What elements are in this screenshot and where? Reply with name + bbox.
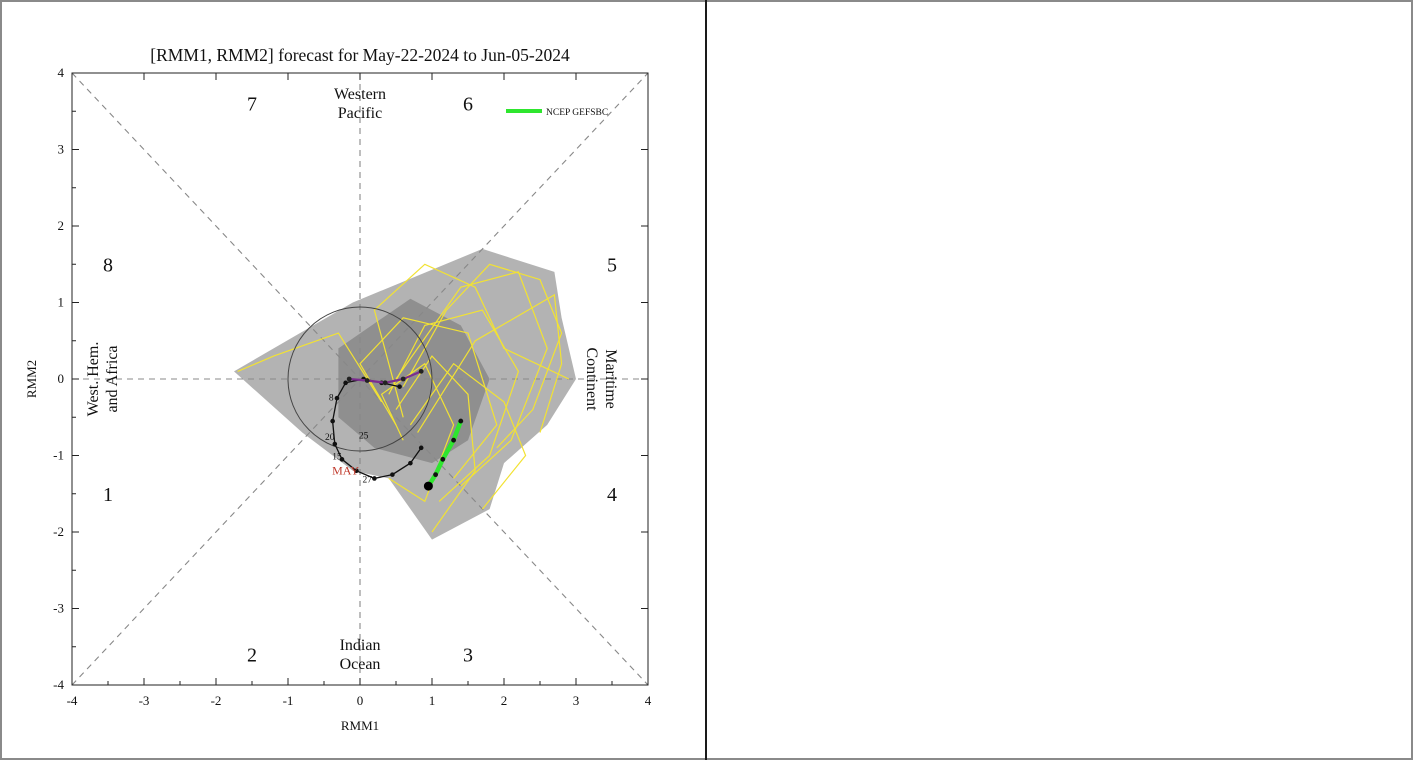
observed-point-11 bbox=[390, 472, 395, 477]
observed-point-7 bbox=[332, 441, 338, 447]
x-tick-label-5: 1 bbox=[429, 693, 436, 708]
observed-point-1 bbox=[397, 384, 402, 389]
empty-right-panel bbox=[707, 2, 1411, 758]
y-tick-label-4: 0 bbox=[58, 371, 65, 386]
ensemble-member-5 bbox=[395, 355, 476, 533]
forecast-mean-point-4 bbox=[364, 378, 370, 383]
date-label-1: 8 bbox=[329, 393, 334, 403]
y-tick-label-5: 1 bbox=[58, 295, 65, 310]
x-tick-label-8: 4 bbox=[645, 693, 652, 708]
y-tick-label-2: -2 bbox=[53, 524, 64, 539]
y-tick-label-3: -1 bbox=[53, 448, 64, 463]
x-tick-label-6: 2 bbox=[501, 693, 508, 708]
gefsbc-point-4 bbox=[433, 472, 438, 478]
y-axis-label: RMM2 bbox=[24, 360, 39, 398]
x-axis-label: RMM1 bbox=[341, 718, 379, 733]
date-label-4: 25 bbox=[359, 432, 369, 442]
phase-label-2: 2 bbox=[247, 644, 257, 666]
gefsbc-point-3 bbox=[440, 456, 446, 462]
y-tick-label-1: -3 bbox=[53, 601, 64, 616]
observed-point-4 bbox=[343, 380, 348, 386]
month-label-1: MAY bbox=[332, 464, 359, 478]
phase-label-6: 6 bbox=[463, 94, 473, 116]
x-tick-label-2: -2 bbox=[211, 693, 222, 708]
phase-label-3: 3 bbox=[463, 644, 473, 666]
phase-label-1: 1 bbox=[103, 484, 113, 506]
phase-label-5: 5 bbox=[607, 254, 617, 276]
forecast-mean-point-2 bbox=[400, 376, 406, 382]
ensemble-member-6 bbox=[373, 263, 570, 418]
x-tick-label-3: -1 bbox=[283, 693, 294, 708]
forecast-mean-point-5 bbox=[346, 376, 352, 382]
ensemble-member-7 bbox=[409, 362, 527, 510]
date-label-2: 15 bbox=[332, 452, 342, 462]
y-tick-label-6: 2 bbox=[58, 218, 65, 233]
panel-divider bbox=[705, 0, 707, 760]
region-top-line1: Western bbox=[334, 86, 386, 103]
y-tick-label-7: 3 bbox=[58, 142, 65, 157]
observed-point-13 bbox=[418, 445, 424, 451]
rmm-phase-diagram: [RMM1, RMM2] forecast for May-22-2024 to… bbox=[24, 45, 652, 733]
region-left-line2: and Africa bbox=[104, 345, 121, 412]
forecast-mean-point-1 bbox=[418, 368, 424, 374]
legend-label-gefsbc: NCEP GEFSBC bbox=[546, 108, 608, 118]
y-tick-label-0: -4 bbox=[53, 677, 64, 692]
forecast-mean-point-3 bbox=[382, 380, 388, 386]
observed-point-9 bbox=[354, 468, 359, 474]
region-top-line2: Pacific bbox=[338, 105, 382, 122]
ensemble-member-2 bbox=[395, 271, 548, 487]
x-tick-label-1: -3 bbox=[139, 693, 150, 708]
ensemble-member-4 bbox=[237, 332, 383, 403]
region-bottom-line2: Ocean bbox=[340, 656, 381, 673]
ensemble-member-8 bbox=[359, 317, 498, 479]
phase-label-8: 8 bbox=[103, 254, 113, 276]
forecast-end-marker bbox=[423, 481, 433, 491]
ensemble-member-9 bbox=[417, 293, 563, 433]
y-tick-label-8: 4 bbox=[58, 65, 65, 80]
chart-title: [RMM1, RMM2] forecast for May-22-2024 to… bbox=[150, 45, 570, 65]
region-left-line1: West. Hem. bbox=[85, 342, 102, 417]
x-tick-label-0: -4 bbox=[67, 693, 78, 708]
gefsbc-point-2 bbox=[451, 437, 456, 443]
observed-point-8 bbox=[339, 457, 345, 462]
ensemble-member-1 bbox=[402, 263, 563, 449]
observed-point-12 bbox=[408, 460, 413, 466]
date-label-3: 20 bbox=[325, 433, 335, 443]
date-label-5: 27 bbox=[362, 475, 372, 485]
x-tick-label-7: 3 bbox=[573, 693, 580, 708]
region-bottom-line1: Indian bbox=[340, 637, 381, 654]
phase-label-4: 4 bbox=[607, 484, 617, 506]
ensemble-member-10 bbox=[380, 362, 455, 503]
x-tick-label-4: 0 bbox=[357, 693, 364, 708]
observed-point-10 bbox=[372, 476, 377, 481]
region-right-line1: Maritime bbox=[602, 349, 619, 409]
phase-label-7: 7 bbox=[247, 94, 257, 116]
region-right-line2: Continent bbox=[583, 347, 600, 411]
observed-point-6 bbox=[330, 418, 335, 424]
gefsbc-point-1 bbox=[458, 418, 464, 424]
observed-point-5 bbox=[334, 395, 340, 401]
unit-circle bbox=[287, 306, 433, 452]
